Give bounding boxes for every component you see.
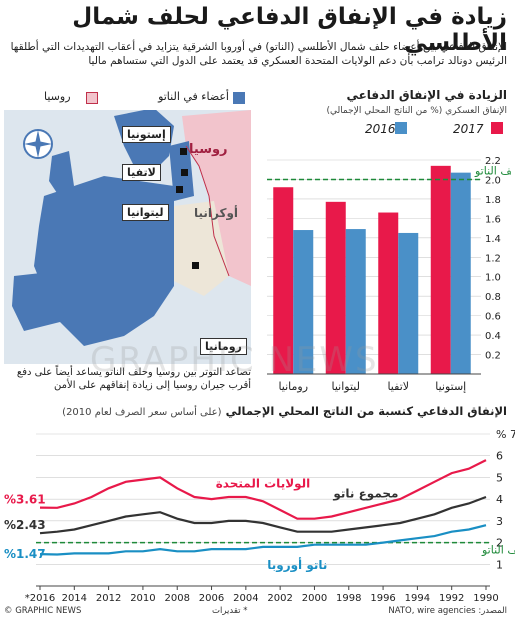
- line-xtick-label: 1994: [405, 593, 430, 604]
- page-title: زيادة في الإنفاق الدفاعي لحلف شمال الأطل…: [72, 4, 507, 56]
- line-xtick-label: 2012: [96, 593, 121, 604]
- line-ytick-label: 4: [496, 493, 503, 506]
- bar-2016: [345, 229, 366, 374]
- series-name-label: الولايات المتحدة: [216, 476, 311, 491]
- russia-legend-swatch: [86, 92, 98, 104]
- line-xtick-label: 2014: [62, 593, 87, 604]
- line-ytick-label: 6: [496, 450, 503, 463]
- line-xtick-label: 2000: [302, 593, 327, 604]
- line-xtick-label: 1998: [336, 593, 361, 604]
- bar-ytick-label: 1.0: [485, 273, 501, 284]
- romania-marker: [192, 262, 199, 269]
- map-caption: تصاعد التوتر بين روسيا وحلف الناتو يساعد…: [16, 367, 251, 391]
- bar-section-title: الزيادة في الإنفاق الدفاعي: [346, 88, 507, 102]
- legend-swatch-2016: [395, 122, 407, 134]
- series-end-label: %2.43: [4, 518, 46, 532]
- bar-ytick-label: 0.6: [485, 312, 501, 323]
- series-name-label: ناتو أوروبا: [267, 557, 327, 573]
- series-end-label: %3.61: [4, 493, 46, 507]
- intro-text: الإنفاق الدفاعي بين أعضاء حلف شمال الأطل…: [10, 41, 507, 67]
- nato-legend-swatch: [233, 92, 245, 104]
- map-svg: [4, 86, 251, 364]
- line-xtick-label: 2010: [130, 593, 155, 604]
- line-series: [39, 495, 487, 535]
- line-xtick-label: 2008: [165, 593, 190, 604]
- line-xtick-label: 1996: [370, 593, 395, 604]
- bar-ytick-label: 1.8: [485, 195, 501, 206]
- footer-source: المصدر: NATO, wire agencies: [388, 606, 507, 616]
- estonia-map-label: إستونيا: [122, 126, 171, 143]
- bar-2016: [398, 232, 419, 374]
- line-xtick-label: *2016: [25, 593, 55, 604]
- bar-ytick-label: 0.4: [485, 331, 501, 342]
- line-ytick-label: 1: [496, 558, 503, 571]
- line-ytick-label: 3: [496, 515, 503, 528]
- bar-category-label: إستونيا: [435, 380, 466, 393]
- line-title-sub: (على أساس سعر الصرف لعام 2010): [62, 407, 222, 418]
- line-series: [39, 524, 487, 556]
- bar-ytick-label: 1.6: [485, 214, 501, 225]
- line-xtick-label: 2004: [233, 593, 258, 604]
- bar-section-subtitle: الإنفاق العسكري (% من الناتج المحلي الإج…: [326, 106, 507, 116]
- iberia-region: [12, 271, 64, 331]
- series-end-label: %1.47: [4, 547, 46, 561]
- line-ytick-label: 5: [496, 471, 503, 484]
- line-ytick-label: % 7: [496, 428, 515, 441]
- legend-label-2016: 2016: [365, 122, 396, 136]
- line-title-main: الإنفاق الدفاعي كنسبة من الناتج المحلي ا…: [225, 404, 507, 418]
- bar-2017: [430, 165, 451, 374]
- legend-label-2017: 2017: [453, 122, 484, 136]
- line-xtick-label: 2006: [199, 593, 224, 604]
- line-series: [39, 459, 487, 520]
- line-nato-guideline-label: توجيهات حلف الناتو: [481, 544, 515, 557]
- bar-chart: 2016 2017 0.2 0.4 0.6 0.8 1.0 1.2 1.4 1.6 1.8 2.0 2.…: [267, 122, 511, 393]
- bar-ytick-label: 2.2: [485, 156, 501, 167]
- line-xtick-label: 1992: [439, 593, 464, 604]
- europe-map: روسيا أوكرانيا إستونيا لاتفيا ليتوانيا ر…: [4, 86, 251, 364]
- russia-legend-label: روسيا: [44, 90, 71, 103]
- series-name-label: مجموع ناتو: [332, 486, 398, 501]
- line-xtick-label: 1990: [473, 593, 498, 604]
- bar-2016: [450, 172, 471, 374]
- watermark: GRAPHIC NEWS: [90, 340, 379, 380]
- legend-swatch-2017: [491, 122, 503, 134]
- nato-star-icon: [24, 130, 52, 158]
- line-xtick-label: 2002: [267, 593, 292, 604]
- latvia-marker: [181, 169, 188, 176]
- romania-map-label: رومانيا: [200, 338, 247, 355]
- bar-2017: [273, 187, 294, 374]
- latvia-map-label: لاتفيا: [122, 164, 161, 181]
- line-section-title: الإنفاق الدفاعي كنسبة من الناتج المحلي ا…: [7, 404, 507, 418]
- bar-ytick-label: 1.4: [485, 234, 501, 245]
- footer-credit: © GRAPHIC NEWS: [4, 606, 82, 616]
- map-legend: أعضاء في الناتو روسيا: [4, 86, 251, 110]
- bar-2017: [325, 201, 346, 374]
- nato-guideline-label: توجيهات حلف الناتو: [474, 164, 511, 177]
- bar-ytick-label: 0.2: [485, 351, 501, 362]
- bar-category-label: رومانيا: [278, 380, 308, 393]
- uk-region: [49, 151, 74, 196]
- russia-map-label: روسيا: [189, 142, 228, 157]
- bar-ytick-label: 1.2: [485, 253, 501, 264]
- lithuania-marker: [176, 186, 183, 193]
- lithuania-map-label: ليتوانيا: [122, 204, 169, 221]
- line-ytick-label: 2: [496, 537, 503, 550]
- bar-ytick-label: 0.8: [485, 292, 501, 303]
- russia-border: [185, 145, 230, 277]
- bar-ytick-label: 2.0: [485, 175, 501, 186]
- nato-legend-label: أعضاء في الناتو: [158, 90, 229, 103]
- footer-estimate: * تقديرات: [212, 606, 248, 616]
- bar-category-label: ليتوانيا: [332, 380, 360, 393]
- estonia-marker: [180, 148, 187, 155]
- bar-2016: [293, 230, 314, 374]
- russia-region: [182, 110, 251, 286]
- bar-category-label: لاتفيا: [387, 380, 409, 393]
- line-chart: 1 2 3 4 5 6 % 7 1990 1992 1994 1996 1998 2000 2002 200…: [4, 428, 515, 604]
- bar-2017: [378, 212, 399, 374]
- ukraine-map-label: أوكرانيا: [194, 206, 239, 220]
